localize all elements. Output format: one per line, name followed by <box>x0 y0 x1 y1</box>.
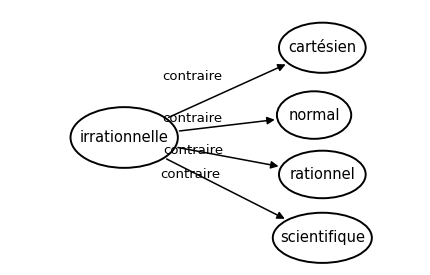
Text: irrationnelle: irrationnelle <box>80 130 169 145</box>
Text: normal: normal <box>289 108 340 123</box>
Text: contraire: contraire <box>160 168 221 181</box>
Text: cartésien: cartésien <box>288 40 356 55</box>
Text: contraire: contraire <box>163 144 223 157</box>
Text: contraire: contraire <box>162 70 222 83</box>
Text: rationnel: rationnel <box>289 167 355 182</box>
Text: scientifique: scientifique <box>280 230 365 245</box>
Text: contraire: contraire <box>162 112 222 125</box>
